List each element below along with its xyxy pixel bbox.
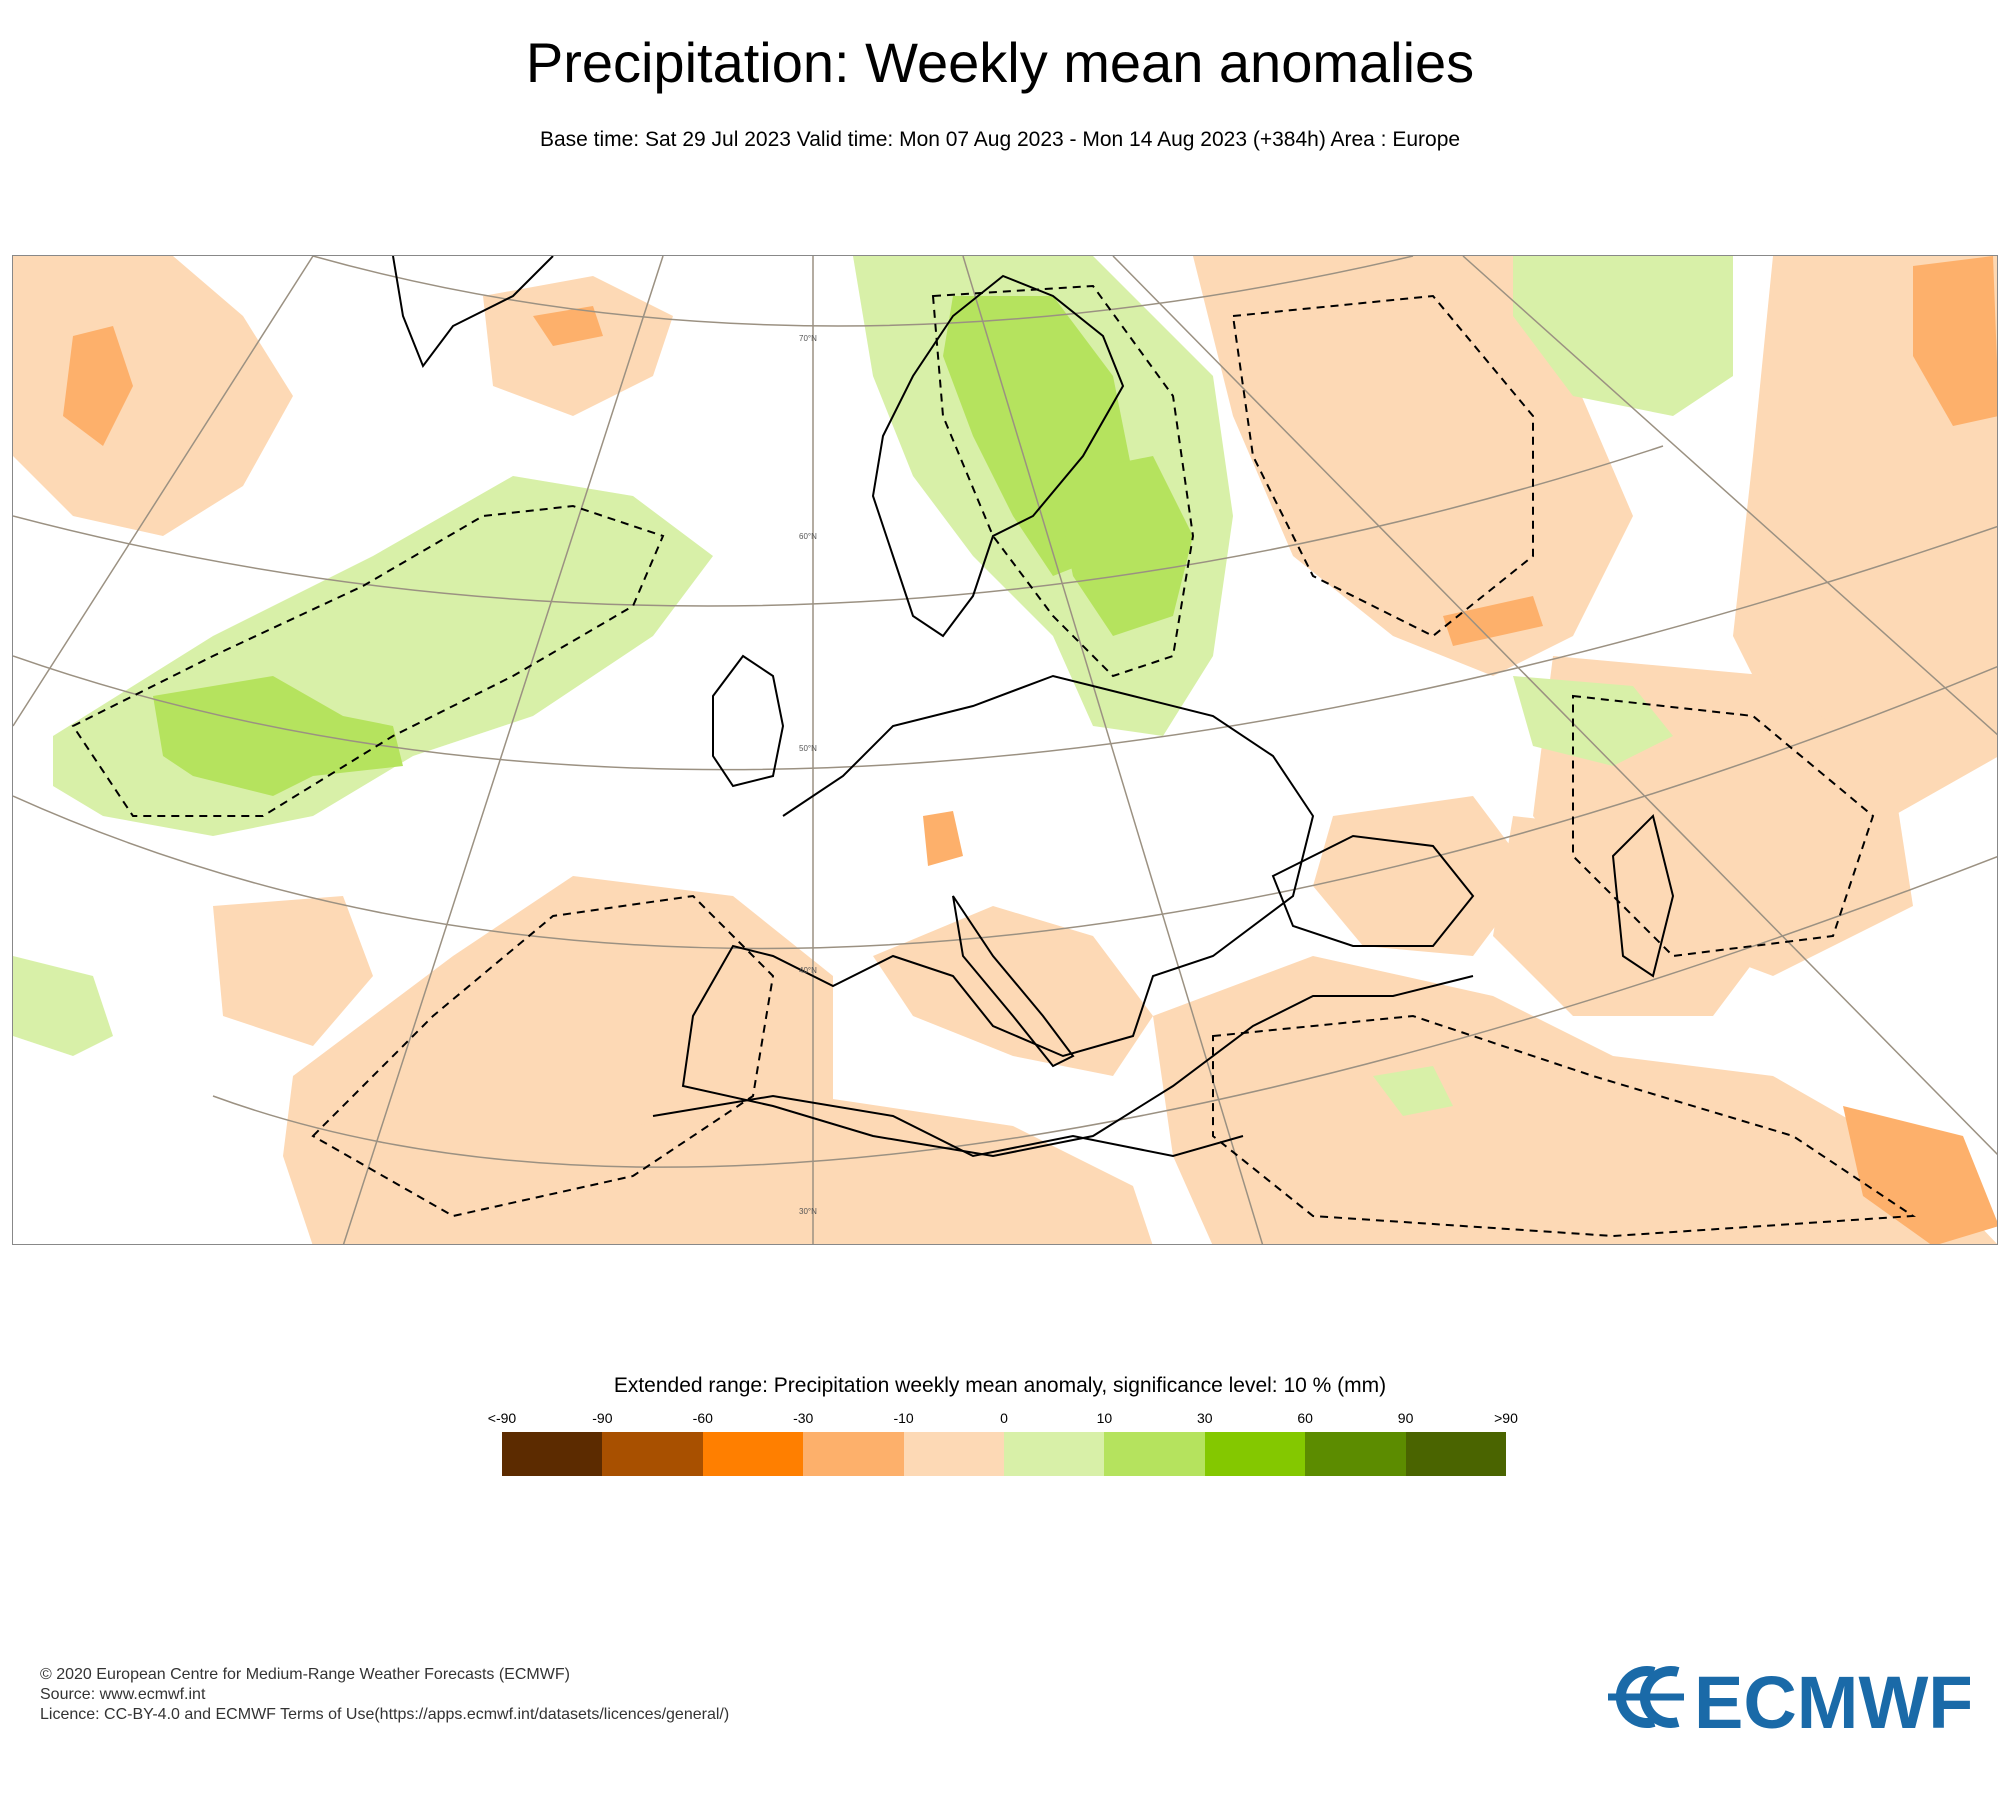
contour-iberia xyxy=(311,894,775,1218)
dry-area-greenland-west xyxy=(13,256,293,536)
legend-tick-label: -10 xyxy=(893,1410,914,1426)
coast-north-africa xyxy=(652,1094,1244,1158)
legend-tick-label: -60 xyxy=(692,1410,713,1426)
legend-tick-label: 30 xyxy=(1197,1410,1213,1426)
wet-area-caspian-north xyxy=(1513,676,1673,766)
legend-swatch-4 xyxy=(903,1432,1005,1476)
meridian-w20 xyxy=(342,256,664,1244)
legend-swatch-2 xyxy=(702,1432,804,1476)
coastlines xyxy=(392,256,1675,1158)
wet-area-siberia xyxy=(1513,256,1733,416)
lat-label-30: 30°N xyxy=(799,1207,817,1216)
legend-swatch-7 xyxy=(1204,1432,1306,1476)
parallel-70 xyxy=(312,256,1414,327)
strong-dry-volga xyxy=(1443,596,1543,646)
lat-label-40: 40°N xyxy=(799,966,817,975)
latitude-labels: 70°N 60°N 50°N 40°N 30°N xyxy=(799,334,817,1216)
parallel-40 xyxy=(13,666,1997,950)
legend-swatch-3 xyxy=(803,1432,904,1476)
wet-medium-baltic xyxy=(1053,456,1193,636)
wet-area-mid-east xyxy=(1373,1066,1453,1116)
legend-tick-label: >90 xyxy=(1494,1410,1518,1426)
strong-dry-iceland xyxy=(533,306,603,346)
dry-area-russia xyxy=(1193,256,1633,676)
coast-caspian xyxy=(1611,814,1675,978)
footer-licence: Licence: CC-BY-4.0 and ECMWF Terms of Us… xyxy=(40,1706,730,1723)
legend-tick-label: 90 xyxy=(1397,1410,1414,1426)
ecmwf-logo-mark xyxy=(1608,1666,1684,1728)
contour-russia xyxy=(1231,294,1534,638)
ecmwf-logo: ECMWF xyxy=(1608,1661,1970,1734)
legend-title: Extended range: Precipitation weekly mea… xyxy=(613,1374,1387,1397)
footer-copyright: © 2020 European Centre for Medium-Range … xyxy=(40,1666,570,1683)
dry-area-atlantic-mid xyxy=(213,896,373,1046)
meridian-e40 xyxy=(1112,256,1997,1156)
coast-black-sea xyxy=(1271,834,1475,947)
wet-medium-atlantic xyxy=(153,676,403,796)
legend-swatch-8 xyxy=(1305,1432,1406,1476)
contour-atlantic xyxy=(71,504,665,817)
europe-map: 70°N 60°N 50°N 40°N 30°N xyxy=(12,255,1998,1245)
coast-greenland xyxy=(392,256,554,369)
dry-area-turkey-middle-east xyxy=(1153,956,1997,1244)
parallel-50 xyxy=(13,525,1997,771)
legend-swatch-5 xyxy=(1004,1432,1105,1476)
lat-label-70: 70°N xyxy=(799,334,817,343)
dry-area-caspian xyxy=(1493,816,1773,1016)
lat-label-50: 50°N xyxy=(799,744,817,753)
strong-dry-areas xyxy=(63,256,1997,1244)
contour-middle-east xyxy=(1212,1014,1917,1238)
legend-ticks: <-90 -90 -60 -30 -10 0 10 30 60 90 >90 xyxy=(0,1410,2000,1426)
legend-swatch-9 xyxy=(1405,1432,1507,1476)
legend-swatch-1 xyxy=(602,1432,703,1476)
strong-dry-iran xyxy=(1843,1106,1997,1244)
legend-swatch-6 xyxy=(1104,1432,1205,1476)
legend-tick-label: -90 xyxy=(592,1410,613,1426)
footer-credits: © 2020 European Centre for Medium-Range … xyxy=(40,1665,729,1725)
legend-tick-label: -30 xyxy=(793,1410,814,1426)
coast-british-isles xyxy=(712,654,785,788)
footer-source: Source: www.ecmwf.int xyxy=(40,1686,206,1703)
chart-title: Precipitation: Weekly mean anomalies xyxy=(525,31,1475,94)
dry-area-italy-balkans xyxy=(873,906,1153,1076)
strong-dry-labrador xyxy=(63,326,133,446)
coast-italy xyxy=(952,895,1075,1068)
meridian-e60 xyxy=(1462,256,1997,736)
dry-area-north-africa xyxy=(573,1096,1153,1244)
legend-tick-label: 10 xyxy=(1096,1410,1113,1426)
significance-contours xyxy=(71,284,1917,1238)
chart-subtitle: Base time: Sat 29 Jul 2023 Valid time: M… xyxy=(539,128,1461,151)
dry-area-iceland-sea xyxy=(483,276,673,416)
meridian-w40 xyxy=(13,256,314,727)
legend-tick-label: <-90 xyxy=(487,1410,517,1426)
legend-tick-label: 60 xyxy=(1297,1410,1313,1426)
contour-central-asia xyxy=(1572,694,1875,958)
map-canvas: 70°N 60°N 50°N 40°N 30°N xyxy=(13,256,1997,1244)
contour-scandinavia xyxy=(931,284,1195,678)
legend-tick-label: 0 xyxy=(1000,1410,1008,1426)
lat-label-60: 60°N xyxy=(799,532,817,541)
dry-area-ukraine xyxy=(1313,796,1533,956)
wet-area-azores xyxy=(13,956,113,1056)
coast-scandinavia xyxy=(871,274,1125,638)
dry-anomaly-areas xyxy=(13,256,1997,1244)
ecmwf-logo-text: ECMWF xyxy=(1694,1661,1970,1734)
parallel-30 xyxy=(212,855,1997,1168)
legend-colorbar xyxy=(502,1432,1507,1476)
moderate-wet-areas xyxy=(153,296,1193,796)
legend-swatch-0 xyxy=(502,1432,603,1476)
parallel-60 xyxy=(13,445,1664,607)
strong-dry-far-east xyxy=(1913,256,1997,426)
strong-dry-alps xyxy=(923,811,963,866)
coast-continent xyxy=(681,674,1474,1158)
